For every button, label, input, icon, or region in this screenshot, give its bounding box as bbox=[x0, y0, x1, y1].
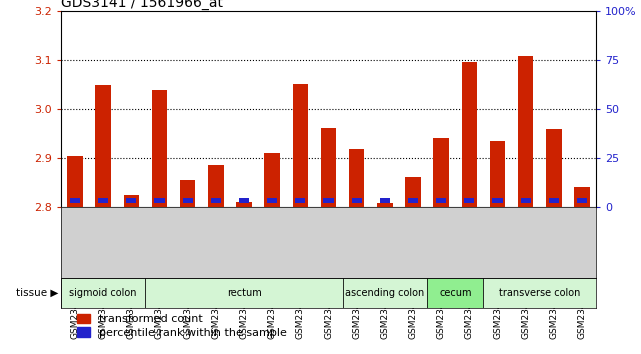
Bar bbox=[483, 278, 596, 308]
Bar bbox=[96, 85, 111, 207]
Bar bbox=[352, 198, 362, 203]
Bar bbox=[490, 141, 505, 207]
Bar bbox=[239, 198, 249, 203]
Bar bbox=[180, 180, 196, 207]
Text: cecum: cecum bbox=[439, 288, 472, 298]
Bar bbox=[292, 84, 308, 207]
Text: rectum: rectum bbox=[227, 288, 262, 298]
Bar bbox=[427, 278, 483, 308]
Bar bbox=[124, 195, 139, 207]
Bar bbox=[152, 90, 167, 207]
Bar bbox=[377, 203, 392, 207]
Bar bbox=[324, 198, 333, 203]
Bar bbox=[70, 198, 80, 203]
Bar bbox=[380, 198, 390, 203]
Bar bbox=[549, 198, 559, 203]
Legend: transformed count, percentile rank within the sample: transformed count, percentile rank withi… bbox=[77, 314, 287, 338]
Bar bbox=[405, 177, 420, 207]
Text: GDS3141 / 1561966_at: GDS3141 / 1561966_at bbox=[61, 0, 223, 10]
Bar bbox=[211, 198, 221, 203]
Bar bbox=[349, 149, 365, 207]
Bar bbox=[433, 138, 449, 207]
Bar bbox=[296, 198, 305, 203]
Text: sigmoid colon: sigmoid colon bbox=[69, 288, 137, 298]
Bar bbox=[183, 198, 193, 203]
Bar bbox=[265, 153, 280, 207]
Bar bbox=[462, 62, 477, 207]
Text: ascending colon: ascending colon bbox=[345, 288, 424, 298]
Bar bbox=[98, 198, 108, 203]
Bar bbox=[577, 198, 587, 203]
Bar bbox=[267, 198, 277, 203]
Bar bbox=[436, 198, 446, 203]
Bar bbox=[342, 278, 427, 308]
Bar bbox=[61, 278, 146, 308]
Text: tissue ▶: tissue ▶ bbox=[15, 288, 58, 298]
Bar bbox=[320, 127, 337, 207]
Bar bbox=[574, 187, 590, 207]
Bar bbox=[546, 129, 562, 207]
Bar bbox=[464, 198, 474, 203]
Bar bbox=[408, 198, 418, 203]
Bar bbox=[154, 198, 165, 203]
Bar bbox=[237, 202, 252, 207]
Bar bbox=[208, 165, 224, 207]
Bar bbox=[492, 198, 503, 203]
Bar bbox=[67, 155, 83, 207]
Text: transverse colon: transverse colon bbox=[499, 288, 581, 298]
Bar bbox=[520, 198, 531, 203]
Bar bbox=[518, 56, 533, 207]
Bar bbox=[146, 278, 342, 308]
Bar bbox=[126, 198, 137, 203]
